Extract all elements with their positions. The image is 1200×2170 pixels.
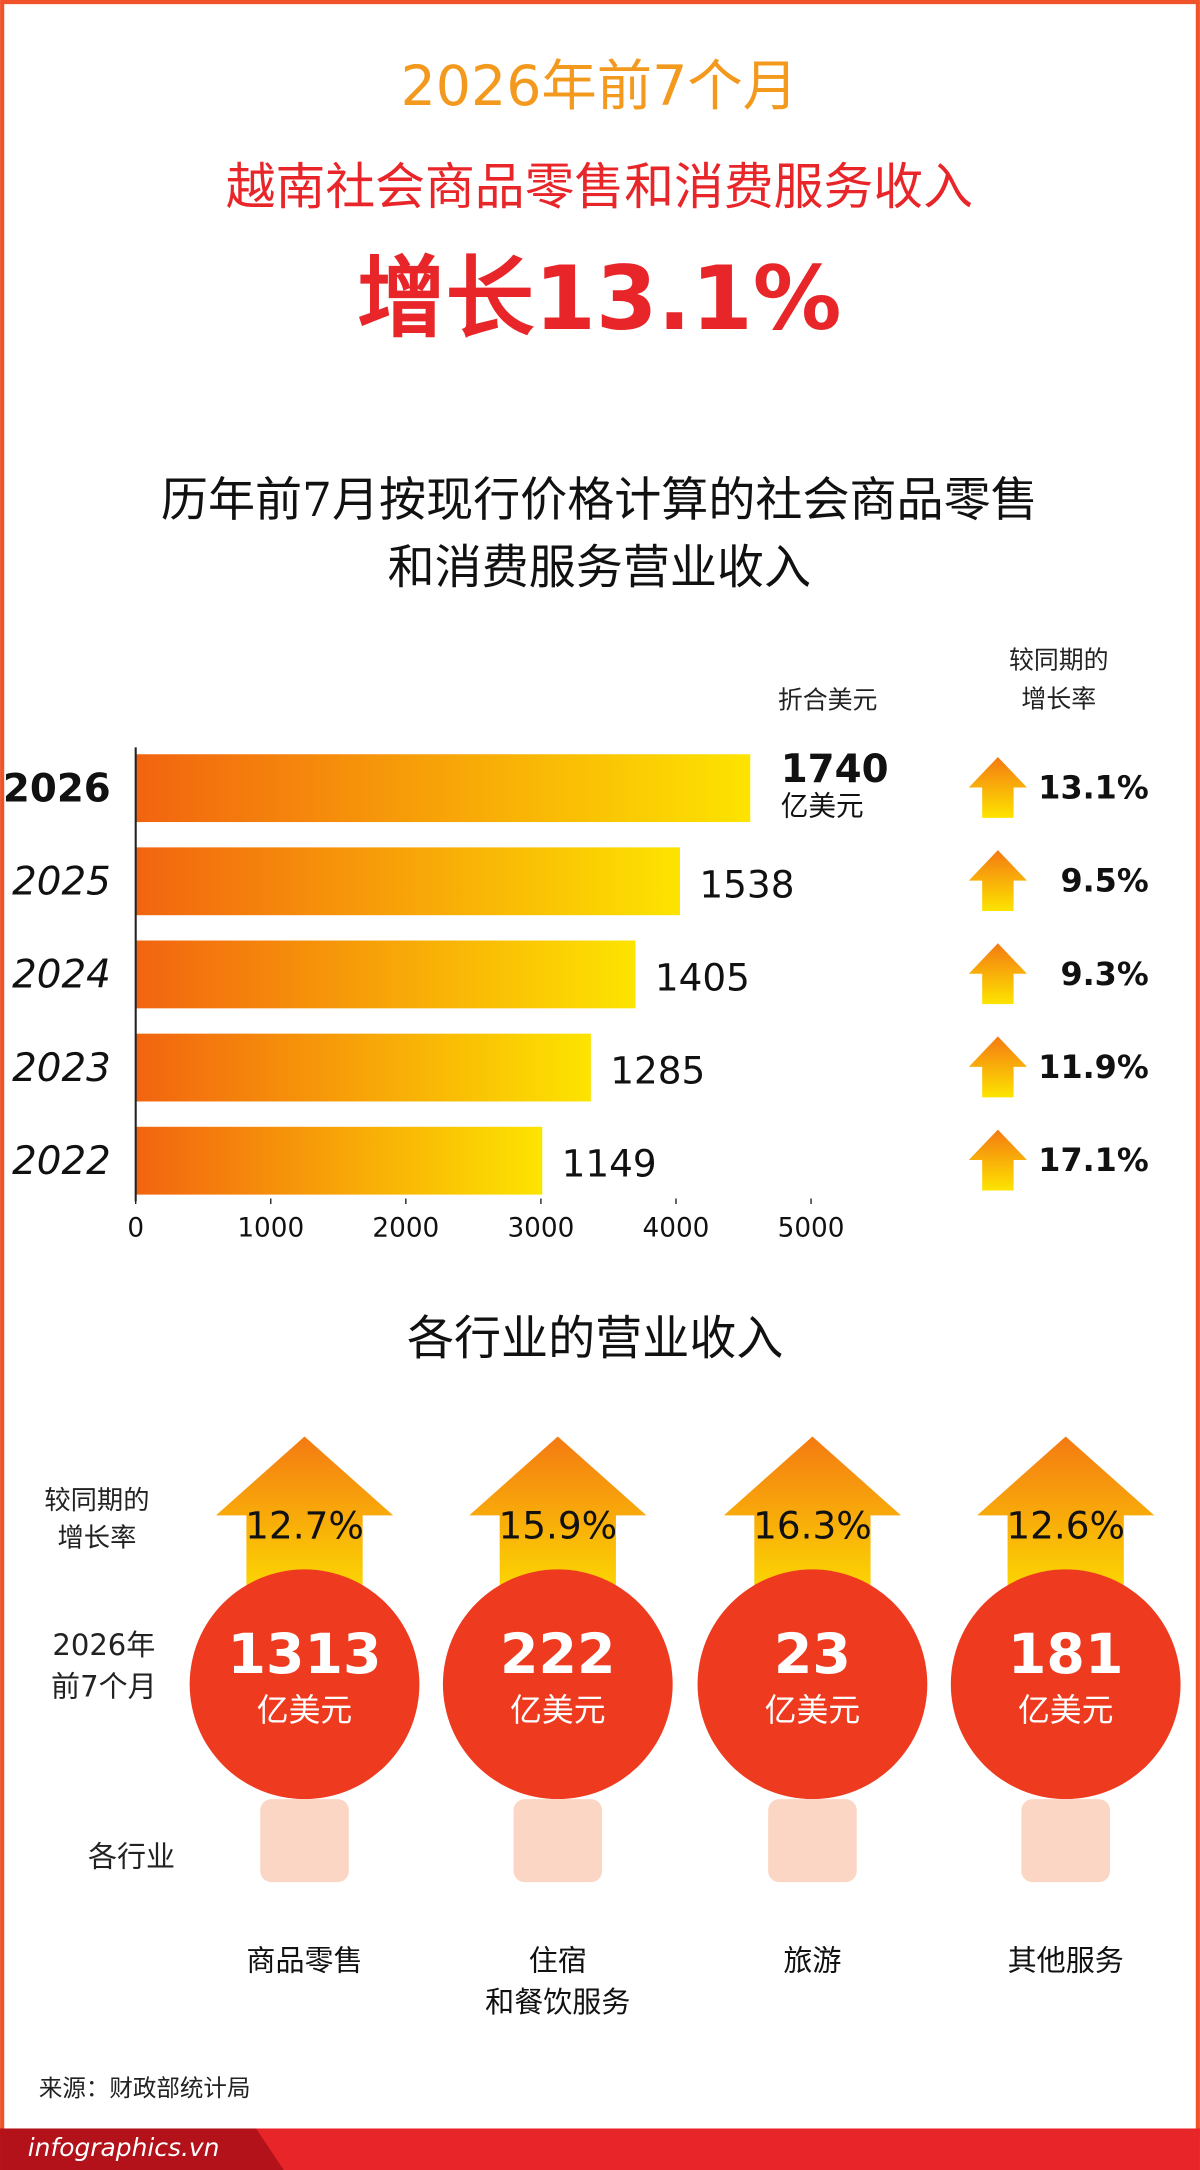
growth-arrow	[723, 1436, 902, 1613]
growth-label: 13.1%	[1038, 769, 1148, 807]
usd-value: 1538	[699, 862, 794, 906]
sector-unit: 亿美元	[765, 1691, 861, 1729]
row-label: 前7个月	[51, 1669, 157, 1703]
usd-value: 1285	[610, 1049, 705, 1093]
arrow-icon	[968, 943, 1027, 1005]
sector-growth: 15.9%	[498, 1503, 617, 1547]
sector-circle	[950, 1569, 1181, 1800]
source: 来源：财政部统计局	[39, 2074, 251, 2102]
row-label: 2026年	[52, 1628, 155, 1662]
sector-value: 181	[1008, 1623, 1124, 1687]
sector-growth: 16.3%	[753, 1503, 872, 1547]
sector-unit: 亿美元	[1018, 1691, 1114, 1729]
sector-circle	[697, 1569, 928, 1800]
sector-growth: 12.7%	[245, 1503, 364, 1547]
x-tick-label: 0	[127, 1213, 144, 1243]
arrow-icon	[968, 1129, 1027, 1191]
sector-name: 住宿	[529, 1943, 587, 1977]
x-tick-label: 4000	[643, 1213, 710, 1243]
growth-label: 9.5%	[1060, 862, 1148, 900]
x-tick-label: 5000	[778, 1213, 845, 1243]
growth-arrow	[977, 1436, 1155, 1613]
x-tick-label: 2000	[372, 1213, 439, 1243]
usd-value: 1740	[781, 747, 889, 792]
category-label: 2022	[12, 1139, 111, 1184]
sector-circle	[442, 1569, 673, 1800]
header-line1: 2026年前7个月	[401, 55, 798, 119]
category-label: 2024	[12, 953, 111, 998]
header-line3: 增长13.1%	[357, 247, 841, 350]
sector-unit: 亿美元	[257, 1691, 353, 1729]
sector-name: 其他服务	[1008, 1943, 1124, 1977]
category-label: 2026	[3, 766, 111, 811]
sector-icon	[1021, 1799, 1110, 1883]
sector-name: 和餐饮服务	[485, 1985, 630, 2019]
x-tick-label: 1000	[237, 1213, 304, 1243]
x-tick-label: 3000	[507, 1213, 574, 1243]
header-line2: 越南社会商品零售和消费服务收入	[226, 158, 973, 216]
category-label: 2025	[12, 860, 111, 905]
chart-title: 和消费服务营业收入	[388, 541, 811, 596]
row-label: 较同期的	[44, 1486, 149, 1516]
sector-circle	[189, 1569, 420, 1800]
growth-label: 9.3%	[1060, 955, 1148, 993]
sector-value: 1313	[228, 1623, 382, 1687]
footer: infographics.vn	[28, 2133, 220, 2162]
arrow-icon	[968, 850, 1027, 912]
sector-icon	[513, 1799, 603, 1883]
sector-unit: 亿美元	[510, 1691, 605, 1729]
bar	[135, 1033, 591, 1102]
row-label: 各行业	[88, 1840, 175, 1874]
sector-icon	[260, 1799, 349, 1883]
growth-label: 11.9%	[1038, 1048, 1148, 1086]
growth-arrow	[215, 1436, 394, 1613]
sector-icon	[768, 1799, 857, 1883]
row-label: 增长率	[58, 1523, 137, 1553]
sectors-title: 各行业的营业收入	[407, 1311, 783, 1366]
sector-value: 222	[500, 1623, 616, 1687]
growth-header: 较同期的	[1009, 646, 1109, 675]
footer-tab	[0, 2128, 284, 2170]
sector-name: 旅游	[783, 1943, 841, 1977]
bar	[135, 754, 751, 823]
usd-header: 折合美元	[778, 686, 878, 715]
arrow-icon	[968, 1036, 1027, 1098]
sector-growth: 12.6%	[1006, 1503, 1125, 1547]
sector-name: 商品零售	[246, 1943, 362, 1977]
chart-title: 历年前7月按现行价格计算的社会商品零售	[161, 473, 1038, 528]
growth-label: 17.1%	[1038, 1141, 1148, 1179]
bar	[135, 940, 636, 1009]
growth-arrow	[469, 1436, 647, 1613]
usd-value: 1405	[655, 955, 750, 999]
usd-unit: 亿美元	[781, 790, 864, 823]
usd-value: 1149	[562, 1142, 657, 1186]
sector-value: 23	[774, 1623, 851, 1687]
growth-header: 增长率	[1021, 684, 1096, 713]
bar	[135, 1126, 543, 1195]
arrow-icon	[968, 757, 1027, 818]
category-label: 2023	[12, 1046, 111, 1091]
bar	[135, 847, 681, 916]
